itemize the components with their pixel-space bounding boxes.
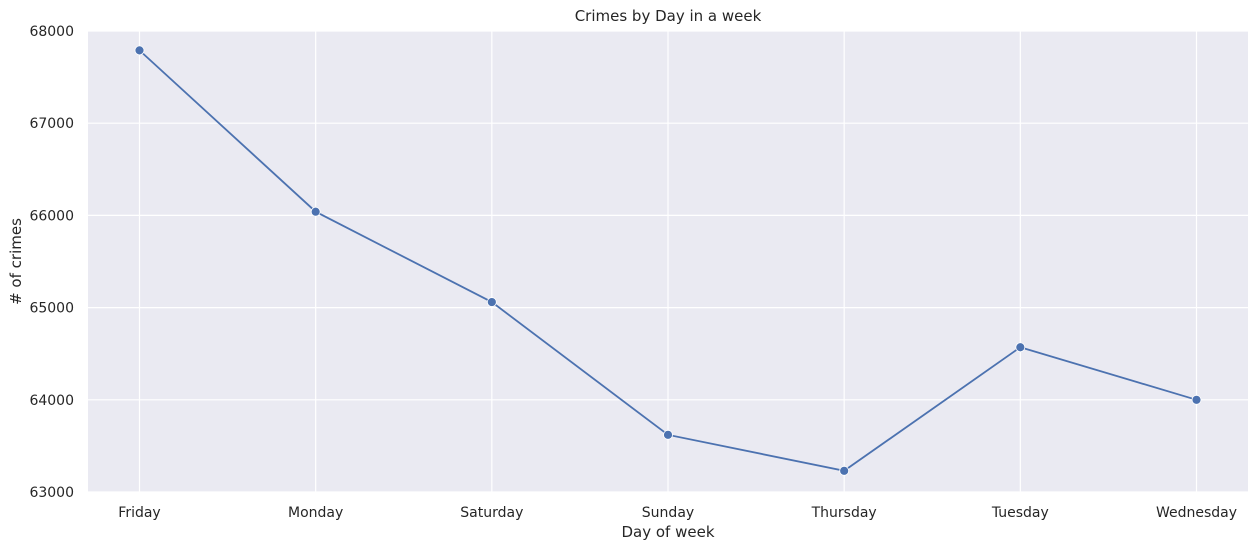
data-point bbox=[134, 45, 145, 56]
x-axis-ticks: Friday Monday Saturday Sunday Thursday Tuesda… bbox=[118, 505, 1237, 521]
x-tick-label: Sunday bbox=[642, 505, 694, 521]
y-tick-label: 63000 bbox=[29, 485, 74, 501]
y-tick-label: 68000 bbox=[29, 24, 74, 40]
y-tick-label: 65000 bbox=[29, 301, 74, 317]
x-tick-label: Thursday bbox=[811, 505, 877, 521]
series-layer bbox=[134, 45, 1202, 476]
data-point bbox=[663, 429, 673, 440]
y-tick-label: 64000 bbox=[29, 393, 74, 409]
grid bbox=[88, 30, 1248, 493]
data-point bbox=[486, 297, 497, 307]
data-point bbox=[1015, 342, 1026, 353]
x-tick-label: Wednesday bbox=[1156, 505, 1237, 521]
y-tick-label: 67000 bbox=[29, 116, 74, 132]
x-tick-label: Saturday bbox=[460, 505, 523, 521]
y-axis-label: # of crimes bbox=[7, 218, 25, 305]
y-tick-label: 66000 bbox=[29, 208, 74, 224]
x-tick-label: Friday bbox=[118, 505, 160, 521]
data-point bbox=[1191, 394, 1202, 405]
chart-title: Crimes by Day in a week bbox=[575, 7, 762, 25]
data-point bbox=[839, 465, 850, 476]
y-axis-ticks: 63000 64000 65000 66000 67000 68000 bbox=[29, 24, 74, 501]
data-point bbox=[310, 206, 321, 217]
x-tick-label: Tuesday bbox=[991, 505, 1049, 521]
x-tick-label: Monday bbox=[288, 505, 343, 521]
x-axis-label: Day of week bbox=[621, 523, 714, 541]
